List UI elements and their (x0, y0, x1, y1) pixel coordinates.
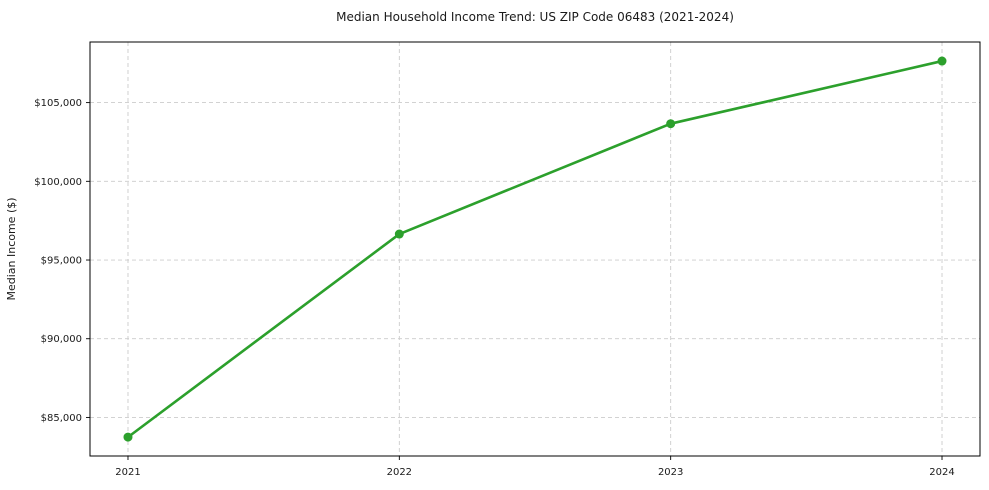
data-point-2023 (666, 119, 676, 129)
trend-line (126, 59, 944, 439)
y-axis-label: Median Income ($) (5, 197, 18, 300)
y-tick-label: $95,000 (41, 256, 82, 267)
data-point-2024 (937, 56, 947, 66)
axis-ticks (86, 102, 943, 460)
y-tick-label: $105,000 (34, 98, 82, 109)
plot-border (89, 41, 981, 457)
chart-title: Median Household Income Trend: US ZIP Co… (336, 10, 734, 24)
gridlines (90, 42, 980, 456)
tick-labels: 2021 2022 2023 2024 $85,000 $90,000 $95,000 $10… (34, 98, 954, 478)
y-tick-label: $85,000 (41, 413, 82, 424)
y-tick-label: $90,000 (41, 334, 82, 345)
x-tick-label: 2023 (658, 467, 683, 478)
y-tick-label: $100,000 (34, 177, 82, 188)
data-series (123, 56, 947, 442)
x-tick-label: 2022 (387, 467, 412, 478)
x-tick-label: 2024 (929, 467, 954, 478)
x-tick-label: 2021 (115, 467, 140, 478)
data-point-2021 (123, 432, 133, 442)
data-point-2022 (394, 229, 404, 239)
